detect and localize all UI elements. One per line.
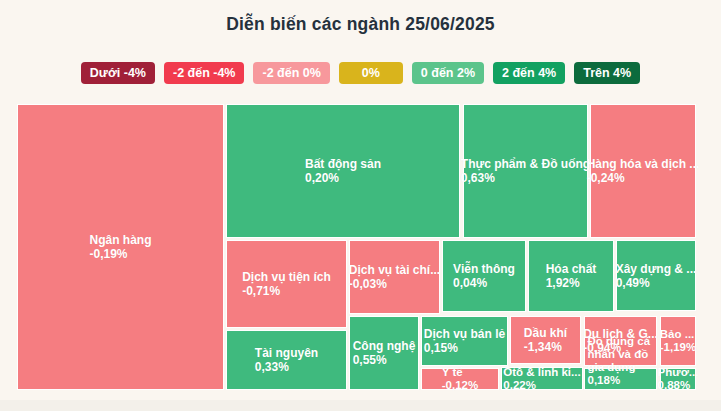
sector-treemap: Ngân hàng -0,19% Bất động sản 0,20% Thực… [0, 0, 721, 400]
treemap-tile-hang-hoa-va-dich-vu[interactable]: Hàng hóa và dịch ... -0,24% [590, 104, 696, 238]
treemap-tile-bao-hiem[interactable]: Bảo ... -1,19% [660, 316, 696, 366]
tile-sector-name: Bảo ... [660, 328, 696, 341]
tile-sector-value: -1,19% [660, 341, 696, 354]
tile-sector-value: 0,04% [453, 276, 515, 290]
treemap-tile-oto-linh-kien[interactable]: Ôtô & linh ki... 0,22% [501, 367, 583, 390]
tile-sector-name: Ôtô & linh ki... [503, 366, 580, 379]
tile-sector-name: Hàng hóa và dịch ... [587, 157, 700, 171]
tile-sector-name: Dịch vụ tài chí... [349, 263, 440, 277]
tile-sector-name: Dịch vụ tiện ích [242, 270, 331, 284]
tile-sector-value: 0,22% [503, 379, 580, 392]
tile-sector-name: Ngân hàng [90, 233, 152, 247]
treemap-tile-vien-thong[interactable]: Viễn thông 0,04% [442, 240, 526, 312]
tile-sector-value: 0,20% [305, 171, 381, 185]
tile-sector-value: -0,24% [587, 171, 700, 185]
tile-sector-value: 0,88% [658, 379, 699, 392]
tile-sector-value: -0,19% [90, 247, 152, 261]
treemap-tile-phuong-tien[interactable]: Phươ... 0,88% [660, 368, 696, 390]
treemap-tile-dich-vu-tai-chinh[interactable]: Dịch vụ tài chí... -0,03% [349, 240, 440, 314]
treemap-tile-y-te[interactable]: Y tế -0,12% [421, 368, 499, 390]
tile-sector-value: -0,12% [442, 379, 478, 392]
tile-sector-name: Viễn thông [453, 262, 515, 276]
bottom-strip [0, 400, 721, 411]
tile-sector-value: 0,63% [461, 171, 590, 185]
tile-sector-value: 0,49% [616, 276, 697, 290]
tile-sector-name: Đồ dùng cá nhân và đồ gia dụng [588, 335, 654, 374]
tile-sector-name: Dịch vụ bán lẻ [424, 327, 505, 341]
treemap-tile-ngan-hang[interactable]: Ngân hàng -0,19% [17, 104, 224, 390]
tile-sector-value: -0,03% [349, 277, 440, 291]
tile-sector-value: 0,18% [588, 374, 654, 387]
treemap-tile-tai-nguyen[interactable]: Tài nguyên 0,33% [226, 330, 347, 390]
tile-sector-name: Y tế [442, 366, 478, 379]
tile-sector-name: Xây dựng & ... [616, 262, 697, 276]
tile-sector-value: 0,55% [353, 353, 416, 367]
tile-sector-name: Phươ... [658, 366, 699, 379]
tile-sector-name: Bất động sản [305, 157, 381, 171]
tile-sector-name: Công nghệ [353, 339, 416, 353]
treemap-tile-bat-dong-san[interactable]: Bất động sản 0,20% [226, 104, 460, 238]
treemap-tile-dich-vu-tien-ich[interactable]: Dịch vụ tiện ích -0,71% [226, 240, 347, 328]
tile-sector-value: 1,92% [546, 276, 597, 290]
treemap-tile-hoa-chat[interactable]: Hóa chất 1,92% [528, 240, 614, 312]
treemap-tile-xay-dung[interactable]: Xây dựng & ... 0,49% [616, 240, 696, 311]
tile-sector-name: Tài nguyên [255, 346, 318, 360]
tile-sector-value: 0,15% [424, 341, 505, 355]
tile-sector-value: -1,34% [524, 340, 567, 354]
tile-sector-value: -0,71% [242, 284, 331, 298]
tile-sector-name: Thực phẩm & Đồ uống [461, 157, 590, 171]
tile-sector-name: Dầu khí [524, 326, 567, 340]
tile-sector-name: Hóa chất [546, 262, 597, 276]
treemap-tile-dich-vu-ban-le[interactable]: Dịch vụ bán lẻ 0,15% [421, 316, 508, 366]
tile-sector-value: 0,33% [255, 360, 318, 374]
treemap-tile-cong-nghe[interactable]: Công nghệ 0,55% [349, 316, 419, 390]
treemap-tile-thuc-pham-do-uong[interactable]: Thực phẩm & Đồ uống 0,63% [463, 104, 588, 238]
treemap-tile-dau-khi[interactable]: Dầu khí -1,34% [510, 316, 581, 364]
treemap-tile-do-dung-ca-nhan-gia-dung[interactable]: Đồ dùng cá nhân và đồ gia dụng 0,18% [584, 368, 657, 390]
